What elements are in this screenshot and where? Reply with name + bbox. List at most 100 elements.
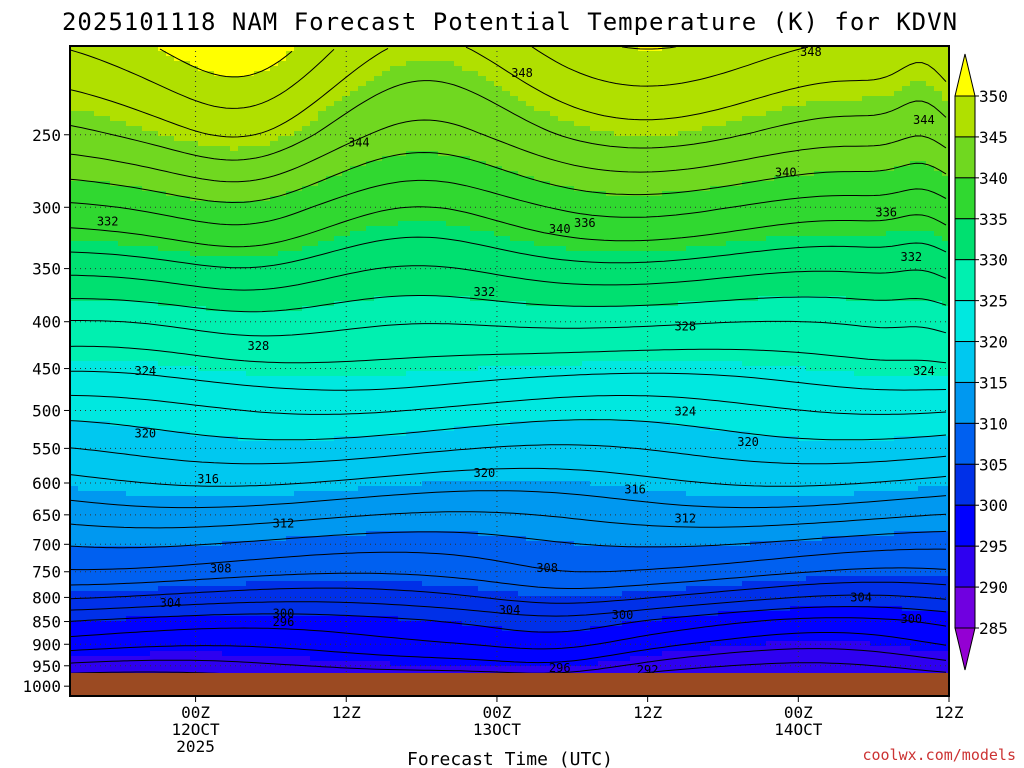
heat-cell <box>182 251 191 257</box>
heat-cell <box>126 171 135 177</box>
heat-cell <box>166 421 175 427</box>
heat-cell <box>254 501 263 507</box>
heat-cell <box>318 361 327 367</box>
heat-cell <box>254 436 263 442</box>
heat-cell <box>142 641 151 647</box>
heat-cell <box>102 426 111 432</box>
heat-cell <box>198 651 207 657</box>
heat-cell <box>166 611 175 617</box>
heat-cell <box>334 421 343 427</box>
heat-cell <box>198 371 207 377</box>
heat-cell <box>70 361 79 367</box>
heat-cell <box>326 431 335 437</box>
heat-cell <box>150 171 159 177</box>
heat-cell <box>78 561 87 567</box>
heat-cell <box>190 76 199 82</box>
heat-cell <box>118 101 127 107</box>
heat-cell <box>374 221 383 227</box>
heat-cell <box>326 596 335 602</box>
heat-cell <box>318 111 327 117</box>
heat-cell <box>358 541 367 547</box>
heat-cell <box>110 501 119 507</box>
heat-cell <box>278 441 287 447</box>
heat-cell <box>118 631 127 637</box>
heat-cell <box>78 106 87 112</box>
heat-cell <box>78 426 87 432</box>
heat-cell <box>126 271 135 277</box>
heat-cell <box>206 406 215 412</box>
heat-cell <box>126 156 135 162</box>
heat-cell <box>198 666 207 672</box>
heat-cell <box>366 351 375 357</box>
heat-cell <box>246 56 255 62</box>
heat-cell <box>350 446 359 452</box>
heat-cell <box>126 191 135 197</box>
heat-cell <box>134 201 143 207</box>
heat-cell <box>190 266 199 272</box>
heat-cell <box>246 311 255 317</box>
heat-cell <box>246 581 255 587</box>
heat-cell <box>142 591 151 597</box>
heat-cell <box>278 211 287 217</box>
heat-cell <box>222 106 231 112</box>
heat-cell <box>230 376 239 382</box>
heat-cell <box>86 291 95 297</box>
heat-cell <box>366 411 375 417</box>
heat-cell <box>166 666 175 672</box>
heat-cell <box>350 226 359 232</box>
heat-cell <box>318 481 327 487</box>
heat-cell <box>118 306 127 312</box>
heat-cell <box>86 361 95 367</box>
heat-cell <box>158 326 167 332</box>
heat-cell <box>86 181 95 187</box>
heat-cell <box>246 346 255 352</box>
heat-cell <box>230 576 239 582</box>
heat-cell <box>118 521 127 527</box>
heat-cell <box>294 641 303 647</box>
heat-cell <box>326 116 335 122</box>
heat-cell <box>78 566 87 572</box>
heat-cell <box>342 401 351 407</box>
heat-cell <box>222 261 231 267</box>
heat-cell <box>366 506 375 512</box>
heat-cell <box>118 111 127 117</box>
heat-cell <box>350 106 359 112</box>
heat-cell <box>238 631 247 637</box>
heat-cell <box>294 631 303 637</box>
heat-cell <box>150 311 159 317</box>
heat-cell <box>302 561 311 567</box>
heat-cell <box>358 226 367 232</box>
heat-cell <box>262 246 271 252</box>
heat-cell <box>342 556 351 562</box>
heat-cell <box>174 146 183 152</box>
heat-cell <box>150 416 159 422</box>
heat-cell <box>358 366 367 372</box>
heat-cell <box>342 421 351 427</box>
heat-cell <box>222 141 231 147</box>
heat-cell <box>270 571 279 577</box>
heat-cell <box>222 661 231 667</box>
heat-cell <box>262 516 271 522</box>
heat-cell <box>342 666 351 672</box>
heat-cell <box>366 136 375 142</box>
heat-cell <box>118 221 127 227</box>
heat-cell <box>318 121 327 127</box>
heat-cell <box>358 391 367 397</box>
heat-cell <box>70 651 79 657</box>
heat-cell <box>174 51 183 57</box>
heat-cell <box>294 361 303 367</box>
heat-cell <box>326 161 335 167</box>
heat-cell <box>206 391 215 397</box>
heat-cell <box>70 301 79 307</box>
heat-cell <box>366 51 375 57</box>
heat-cell <box>358 636 367 642</box>
heat-cell <box>190 386 199 392</box>
heat-cell <box>366 221 375 227</box>
heat-cell <box>142 516 151 522</box>
heat-cell <box>350 381 359 387</box>
heat-cell <box>110 366 119 372</box>
heat-cell <box>326 631 335 637</box>
heat-cell <box>86 341 95 347</box>
heat-cell <box>118 86 127 92</box>
heat-cell <box>134 366 143 372</box>
